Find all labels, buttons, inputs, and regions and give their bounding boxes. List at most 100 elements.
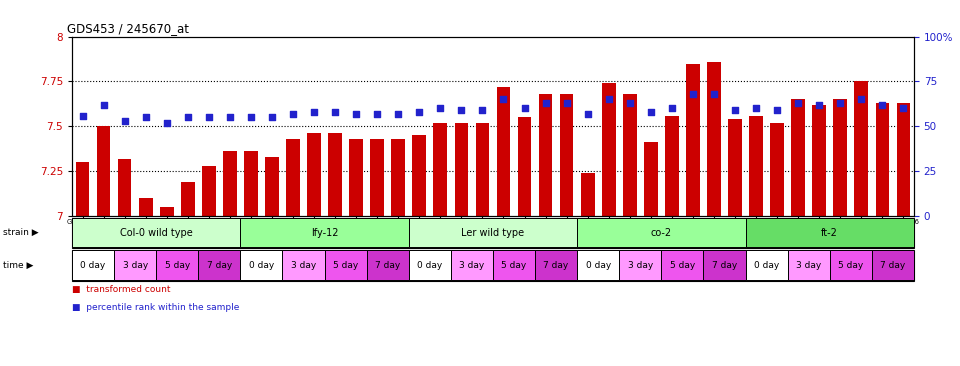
Bar (202, 166, 216, 216)
Bar (475, 123, 490, 216)
Bar (619, 250, 661, 280)
Bar (496, 87, 511, 216)
Bar (686, 64, 700, 216)
Point (749, 105, 764, 111)
Bar (770, 123, 784, 216)
Text: Col-0 wild type: Col-0 wild type (120, 228, 193, 238)
Bar (577, 219, 746, 247)
Bar (746, 219, 914, 247)
Point (896, 105, 911, 111)
Point (769, 107, 784, 113)
Text: 3 day: 3 day (628, 261, 653, 270)
Point (433, 105, 448, 111)
Point (601, 96, 616, 102)
Point (832, 100, 848, 106)
Bar (156, 250, 199, 280)
Text: 3 day: 3 day (123, 261, 148, 270)
Bar (661, 250, 704, 280)
Bar (872, 250, 914, 280)
Bar (876, 103, 889, 216)
Bar (665, 116, 679, 216)
Bar (729, 119, 742, 216)
Bar (180, 182, 195, 216)
Bar (454, 123, 468, 216)
Bar (118, 158, 132, 216)
Point (306, 109, 322, 115)
Text: 7 day: 7 day (375, 261, 400, 270)
Bar (240, 219, 409, 247)
Bar (413, 135, 426, 216)
Bar (97, 126, 110, 216)
Bar (371, 139, 384, 216)
Point (811, 102, 827, 108)
Text: 5 day: 5 day (670, 261, 695, 270)
Text: co-2: co-2 (651, 228, 672, 238)
Point (391, 111, 406, 117)
Text: 7 day: 7 day (880, 261, 905, 270)
Bar (72, 219, 240, 247)
Text: GDS453 / 245670_at: GDS453 / 245670_at (67, 22, 189, 35)
Bar (829, 250, 872, 280)
Bar (160, 207, 174, 216)
Point (475, 107, 491, 113)
Point (159, 120, 175, 126)
Bar (833, 99, 847, 216)
Text: 0 day: 0 day (249, 261, 274, 270)
Bar (493, 250, 535, 280)
Point (685, 91, 701, 97)
Text: ■  transformed count: ■ transformed count (72, 284, 171, 294)
Bar (409, 250, 451, 280)
Bar (307, 134, 321, 216)
Bar (367, 250, 409, 280)
Bar (244, 152, 257, 216)
Text: ■  percentile rank within the sample: ■ percentile rank within the sample (72, 303, 239, 312)
Point (875, 102, 890, 108)
Bar (451, 250, 493, 280)
Bar (623, 94, 636, 216)
Point (202, 114, 217, 120)
Bar (409, 219, 577, 247)
Text: ft-2: ft-2 (822, 228, 838, 238)
Text: lfy-12: lfy-12 (311, 228, 338, 238)
Bar (812, 105, 826, 216)
Bar (223, 152, 237, 216)
Bar (854, 82, 868, 216)
Point (412, 109, 427, 115)
Bar (644, 142, 658, 216)
Point (538, 100, 553, 106)
Text: strain ▶: strain ▶ (3, 228, 38, 237)
Bar (560, 94, 573, 216)
Bar (749, 116, 763, 216)
Bar (76, 162, 89, 216)
Text: 5 day: 5 day (333, 261, 358, 270)
Point (559, 100, 574, 106)
Point (180, 114, 196, 120)
Text: 7 day: 7 day (543, 261, 568, 270)
Text: 0 day: 0 day (81, 261, 106, 270)
Bar (581, 173, 594, 216)
Point (853, 96, 869, 102)
Text: 3 day: 3 day (459, 261, 485, 270)
Point (516, 105, 532, 111)
Bar (577, 250, 619, 280)
Bar (746, 250, 787, 280)
Point (96, 102, 111, 108)
Point (622, 100, 637, 106)
Text: Ler wild type: Ler wild type (462, 228, 524, 238)
Bar (349, 139, 363, 216)
Bar (199, 250, 240, 280)
Bar (535, 250, 577, 280)
Bar (434, 123, 447, 216)
Point (664, 105, 680, 111)
Text: 5 day: 5 day (501, 261, 527, 270)
Point (264, 114, 279, 120)
Point (728, 107, 743, 113)
Text: 0 day: 0 day (418, 261, 443, 270)
Bar (286, 139, 300, 216)
Text: 3 day: 3 day (796, 261, 822, 270)
Text: 5 day: 5 day (164, 261, 190, 270)
Point (75, 113, 90, 119)
Bar (265, 157, 278, 216)
Bar (897, 103, 910, 216)
Point (285, 111, 300, 117)
